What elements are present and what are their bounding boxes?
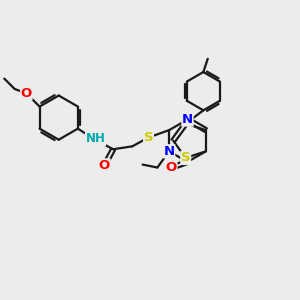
Text: O: O [166,161,177,174]
Text: S: S [144,131,153,144]
Text: N: N [182,113,193,126]
Text: O: O [21,87,32,100]
Text: N: N [164,145,175,158]
Text: NH: NH [85,133,106,146]
Text: O: O [99,159,110,172]
Text: S: S [181,152,190,164]
